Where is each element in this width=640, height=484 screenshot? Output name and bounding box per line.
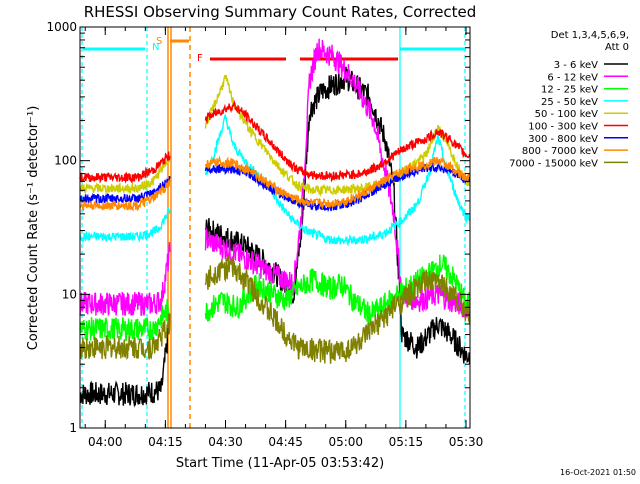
x-axis-label: Start Time (11-Apr-05 03:53:42) — [176, 456, 384, 471]
y-tick-label: 100 — [54, 154, 77, 168]
series-7 — [79, 155, 471, 213]
series-8 — [79, 255, 471, 364]
series-line-8 — [79, 255, 471, 364]
series-line-5 — [79, 99, 471, 185]
legend-label: 6 - 12 keV — [547, 72, 598, 83]
night-flag-label: N — [152, 42, 159, 53]
series-line-4 — [79, 74, 471, 198]
y-axis-label: Corrected Count Rate (s⁻¹ detector⁻¹) — [26, 106, 41, 351]
x-tick-label: 05:15 — [389, 435, 424, 449]
legend-label: 50 - 100 keV — [535, 109, 599, 120]
series-layer — [79, 38, 471, 408]
y-tick-label: 10 — [62, 287, 77, 301]
legend-label: 300 - 800 keV — [528, 134, 598, 145]
legend-label: 25 - 50 keV — [541, 97, 598, 108]
legend-label: 100 - 300 keV — [528, 122, 598, 133]
series-0 — [79, 66, 471, 408]
flare-flag-label: F — [197, 53, 203, 64]
x-tick-label: 04:30 — [208, 435, 243, 449]
x-tick-label: 04:45 — [268, 435, 303, 449]
chart-title: RHESSI Observing Summary Count Rates, Co… — [84, 3, 477, 21]
legend-label: 12 - 25 keV — [541, 85, 598, 96]
series-line-7 — [79, 155, 471, 213]
legend-label: 7000 - 15000 keV — [509, 158, 598, 169]
x-tick-label: 04:00 — [88, 435, 123, 449]
axis-layer: 1 10 100 1000 04:00 04:15 04:30 04:45 05:00 05:15… — [46, 20, 483, 449]
series-4 — [79, 74, 471, 198]
x-tick-label: 04:15 — [148, 435, 183, 449]
series-line-0 — [79, 66, 471, 408]
y-tick-label: 1 — [69, 421, 77, 435]
legend-label: 3 - 6 keV — [554, 60, 598, 71]
generated-timestamp: 16-Oct-2021 01:50 — [560, 468, 636, 477]
flag-layer: NS F — [81, 27, 466, 428]
plot-frame — [79, 26, 471, 429]
series-5 — [79, 99, 471, 185]
x-tick-label: 05:30 — [449, 435, 484, 449]
legend-label: 800 - 7000 keV — [522, 146, 598, 157]
y-tick-label: 1000 — [46, 20, 77, 34]
legend-header: Att 0 — [605, 42, 629, 53]
x-tick-label: 05:00 — [328, 435, 363, 449]
legend-header: Det 1,3,4,5,6,9, — [551, 30, 629, 41]
saa-flag-label: S — [156, 36, 162, 47]
